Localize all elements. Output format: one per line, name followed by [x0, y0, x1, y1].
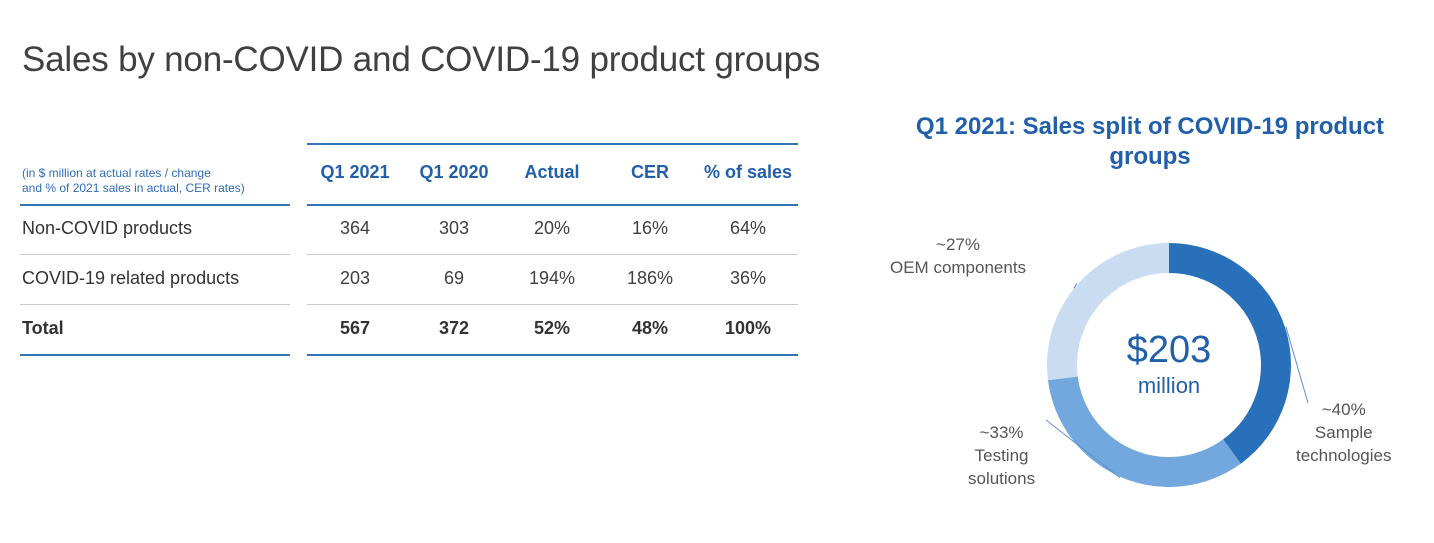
- row-divider-1-right: [307, 254, 798, 255]
- donut-center-value: $203: [1127, 329, 1212, 371]
- page-title: Sales by non-COVID and COVID-19 product …: [22, 40, 821, 79]
- leader-line: [1045, 419, 1121, 479]
- callout-pct: ~33%: [979, 423, 1024, 442]
- callout-pct: ~27%: [936, 235, 980, 254]
- row-label-covid-related: COVID-19 related products: [22, 268, 240, 288]
- col-header-cer: CER: [630, 162, 670, 182]
- table-cell: 64%: [729, 218, 767, 238]
- table-cell: 203: [339, 268, 371, 288]
- table-bottom-rule-left: [20, 354, 290, 356]
- callout-label: technologies: [1296, 446, 1392, 465]
- callout-label: Testing: [974, 446, 1029, 465]
- donut-slice-sample-technologies: [1169, 243, 1291, 464]
- col-header-q1-2021: Q1 2021: [320, 162, 390, 182]
- table-unit-note-line1: (in $ million at actual rates / change: [22, 166, 211, 180]
- table-cell-total: 100%: [724, 318, 772, 338]
- chart-title: Q1 2021: Sales split of COVID-19 product…: [915, 113, 1385, 170]
- donut-chart: $203 million: [1045, 243, 1309, 488]
- col-header-q1-2020: Q1 2020: [419, 162, 489, 182]
- table-cell-total: 567: [339, 318, 371, 338]
- table-cell: 186%: [626, 268, 674, 288]
- callout-label: solutions: [968, 469, 1036, 488]
- table-cell: 16%: [631, 218, 669, 238]
- table-cell: 303: [438, 218, 470, 238]
- table-cell: 194%: [528, 268, 576, 288]
- callout-sample-technologies: ~40% Sample technologies: [1296, 398, 1391, 467]
- donut-center-unit: million: [1138, 373, 1200, 398]
- callout-testing-solutions: ~33% Testing solutions: [968, 421, 1035, 490]
- donut-slice-oem-components: [1047, 243, 1169, 381]
- row-divider-2-right: [307, 304, 798, 305]
- table-unit-note-line2: and % of 2021 sales in actual, CER rates…: [22, 181, 245, 195]
- row-label-non-covid: Non-COVID products: [22, 218, 193, 238]
- row-divider-1-left: [20, 254, 290, 255]
- col-header-actual: Actual: [524, 162, 580, 182]
- table-cell: 36%: [729, 268, 767, 288]
- callout-pct: ~40%: [1321, 400, 1366, 419]
- table-bottom-rule-right: [307, 354, 798, 356]
- table-cell-total: 48%: [631, 318, 669, 338]
- table-unit-note: (in $ million at actual rates / change a…: [22, 166, 302, 196]
- table-cell: 69: [443, 268, 465, 288]
- row-label-total: Total: [22, 318, 64, 338]
- leader-line: [1285, 326, 1309, 404]
- table-cell-total: 52%: [533, 318, 571, 338]
- header-rule-left: [20, 204, 290, 206]
- leader-line: [1073, 283, 1078, 289]
- col-header-pct-of-sales: % of sales: [703, 162, 793, 182]
- sales-table: (in $ million at actual rates / change a…: [0, 0, 820, 400]
- callout-label: Sample: [1314, 423, 1373, 442]
- table-cell: 20%: [533, 218, 571, 238]
- callout-oem-components: ~27% OEM components: [890, 233, 1026, 279]
- row-divider-2-left: [20, 304, 290, 305]
- header-rule-right: [307, 204, 798, 206]
- table-top-rule: [307, 143, 798, 145]
- callout-label: OEM components: [890, 258, 1027, 277]
- table-cell: 364: [339, 218, 371, 238]
- table-cell-total: 372: [438, 318, 470, 338]
